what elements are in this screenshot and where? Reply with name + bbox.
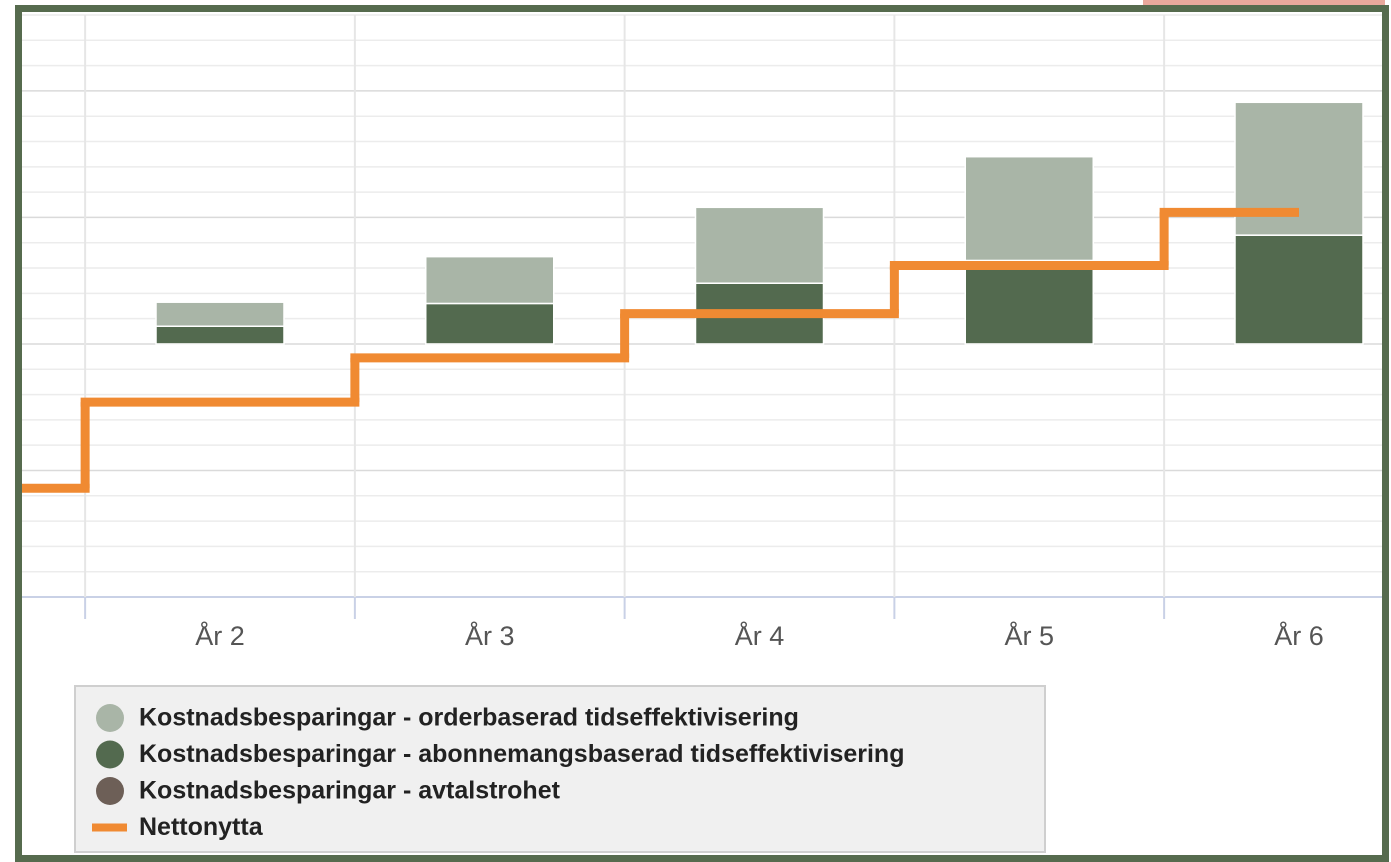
x-axis: År 2 År 3 År 4 År 5 År 6: [84, 597, 1324, 651]
x-tick-label: År 4: [735, 620, 785, 651]
bar-segment: [425, 255, 555, 305]
frame: [15, 5, 1389, 862]
legend: [74, 685, 1046, 853]
legend-swatch: [96, 704, 124, 732]
legend-swatch: [96, 777, 124, 805]
bar-segment: [964, 155, 1094, 262]
legend-label: Nettonytta: [139, 813, 264, 841]
bar-segment: [425, 302, 555, 345]
bar-segment: [964, 259, 1094, 345]
legend-swatch: [96, 740, 124, 769]
bar-segment: [155, 301, 285, 327]
bar-segment: [694, 206, 825, 284]
plot-area: [22, 101, 1364, 493]
x-tick-label: År 5: [1004, 620, 1054, 651]
x-tick-label: År 3: [465, 620, 515, 651]
bar-segment: [1234, 234, 1364, 345]
legend-label: Kostnadsbesparingar - abonnemangsbaserad…: [139, 740, 904, 768]
bar-segment: [155, 325, 285, 345]
corner-tab: [1143, 0, 1385, 5]
legend-label: Kostnadsbesparingar - orderbaserad tidse…: [139, 704, 799, 732]
legend-label: Kostnadsbesparingar - avtalstrohet: [139, 777, 561, 805]
x-tick-label: År 6: [1274, 620, 1324, 651]
legend-entries: Kostnadsbesparingar - orderbaserad tidse…: [92, 704, 904, 841]
x-tick-label: År 2: [195, 620, 245, 651]
